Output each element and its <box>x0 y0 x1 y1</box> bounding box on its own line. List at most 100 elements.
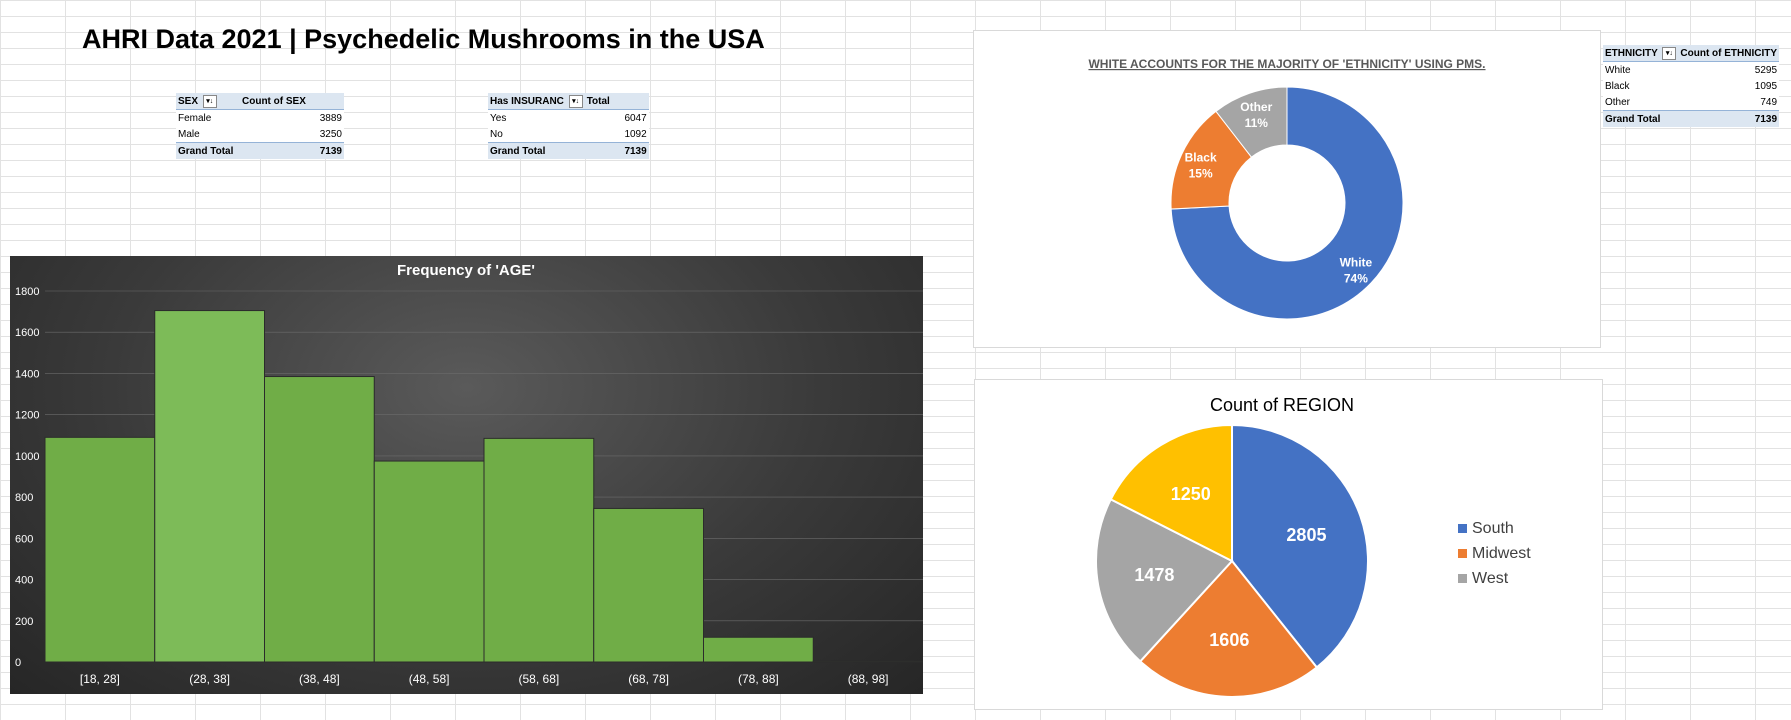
y-tick-label: 200 <box>15 616 33 628</box>
slices <box>1095 423 1369 698</box>
sex-pivot-table[interactable]: SEX ▾↓ Count of SEX Female 3889 Male 325… <box>176 93 344 159</box>
ethnicity-count: 5295 <box>1754 64 1778 76</box>
bar[interactable] <box>812 660 924 663</box>
insurance-pivot-table[interactable]: Has INSURANC ▾↓ Total Yes 6047 No 1092 G… <box>488 93 649 159</box>
insurance-count: 1092 <box>624 128 647 140</box>
legend-label[interactable]: Midwest <box>1472 545 1531 562</box>
slice-percent: 74% <box>1344 271 1368 285</box>
y-tick-label: 1200 <box>15 410 39 422</box>
table-row[interactable]: Male 3250 <box>176 126 344 143</box>
sex-count: 3250 <box>319 128 342 140</box>
slice-percent: 15% <box>1189 166 1213 180</box>
grand-total-row[interactable]: Grand Total 7139 <box>488 142 649 159</box>
y-tick-label: 1600 <box>15 327 39 339</box>
legend[interactable]: South Midwest West <box>1458 520 1531 587</box>
y-axis-ticks: 0 200 400 600 800 1000 1200 1400 1600 1800 <box>15 286 39 669</box>
x-axis-ticks: [18, 28] (28, 38] (38, 48] (48, 58] (58, 68]… <box>80 672 889 686</box>
sex-count-header: Count of SEX <box>240 93 344 110</box>
insurance-header[interactable]: Has INSURANC ▾↓ <box>488 93 585 110</box>
bar[interactable] <box>264 376 375 663</box>
sex-count: 3889 <box>319 112 342 124</box>
slice-percent: 11% <box>1245 116 1269 130</box>
x-tick-label: (88, 98] <box>848 672 889 686</box>
donut-slice[interactable] <box>1170 86 1404 320</box>
data-labels: White 74% Black 15% Other 11% <box>1185 100 1373 285</box>
insurance-label: Yes <box>490 112 507 124</box>
bar[interactable] <box>483 437 595 663</box>
x-tick-label: [18, 28] <box>80 672 120 686</box>
table-row[interactable]: Black 1095 <box>1603 78 1779 94</box>
grand-total-label: Grand Total <box>1603 110 1679 127</box>
chart-title: Frequency of 'AGE' <box>397 262 535 279</box>
x-tick-label: (48, 58] <box>409 672 450 686</box>
grand-total-value: 7139 <box>240 142 344 159</box>
chart-title: Count of REGION <box>1210 395 1354 415</box>
chart-title: WHITE ACCOUNTS FOR THE MAJORITY OF 'ETHN… <box>1088 57 1485 71</box>
legend-label[interactable]: West <box>1472 570 1509 587</box>
x-tick-label: (78, 88] <box>738 672 779 686</box>
ethnicity-count: 1095 <box>1754 80 1778 92</box>
y-tick-label: 1800 <box>15 286 39 298</box>
filter-dropdown-icon[interactable]: ▾↓ <box>202 94 217 108</box>
grand-total-label: Grand Total <box>176 142 240 159</box>
x-tick-label: (38, 48] <box>299 672 340 686</box>
pie-slice[interactable] <box>1109 423 1233 563</box>
slice-label: Black <box>1185 150 1217 164</box>
page-title: AHRI Data 2021 | Psychedelic Mushrooms i… <box>82 24 765 54</box>
legend-swatch <box>1458 574 1467 583</box>
y-tick-label: 800 <box>15 492 33 504</box>
bars <box>44 310 924 663</box>
filter-dropdown-icon[interactable]: ▾↓ <box>1662 46 1677 60</box>
bar[interactable] <box>593 507 704 663</box>
table-row[interactable]: Yes 6047 <box>488 110 649 127</box>
grand-total-label: Grand Total <box>488 142 585 159</box>
grand-total-value: 7139 <box>1678 110 1780 127</box>
region-chart-panel[interactable]: Count of REGION 2805 1606 1478 1250 South Mi… <box>974 379 1603 710</box>
filter-dropdown-icon[interactable]: ▾↓ <box>568 94 583 108</box>
ethnicity-chart-panel[interactable]: WHITE ACCOUNTS FOR THE MAJORITY OF 'ETHN… <box>973 30 1601 348</box>
bar[interactable] <box>44 436 156 663</box>
table-row[interactable]: No 1092 <box>488 126 649 143</box>
table-row[interactable]: Other 749 <box>1603 94 1779 111</box>
table-row[interactable]: Female 3889 <box>176 110 344 127</box>
x-tick-label: (28, 38] <box>189 672 230 686</box>
region-pie-chart[interactable]: Count of REGION 2805 1606 1478 1250 South Mi… <box>975 380 1602 709</box>
pie-slice[interactable] <box>1231 423 1369 669</box>
pie-slice[interactable] <box>1138 559 1319 698</box>
bar[interactable] <box>703 636 814 663</box>
x-tick-label: (58, 68] <box>519 672 560 686</box>
legend-swatch <box>1458 524 1467 533</box>
legend-label[interactable]: South <box>1472 520 1514 537</box>
slice-value-label: 2805 <box>1286 525 1326 545</box>
ethnicity-count: 749 <box>1760 96 1778 108</box>
donut-slice[interactable] <box>1215 86 1288 158</box>
data-labels: 2805 1606 1478 1250 <box>1134 484 1326 650</box>
bar[interactable] <box>373 460 485 663</box>
ethnicity-donut-chart[interactable]: WHITE ACCOUNTS FOR THE MAJORITY OF 'ETHN… <box>974 31 1600 347</box>
ethnicity-count-header: Count of ETHNICITY <box>1678 45 1780 62</box>
ethnicity-label: Black <box>1605 80 1630 92</box>
legend-swatch <box>1458 549 1467 558</box>
insurance-total-header: Total <box>584 93 649 110</box>
age-histogram-chart[interactable]: Frequency of 'AGE' 0 200 400 600 800 1000 1200… <box>10 256 924 694</box>
bar[interactable] <box>154 310 265 663</box>
table-row[interactable]: White 5295 <box>1603 62 1779 79</box>
sex-label: Male <box>178 128 200 140</box>
ethnicity-pivot-table[interactable]: ETHNICITY ▾↓ Count of ETHNICITY White 52… <box>1603 45 1780 127</box>
insurance-label: No <box>490 128 503 140</box>
pie-slice[interactable] <box>1095 497 1234 663</box>
age-chart-panel[interactable]: Frequency of 'AGE' 0 200 400 600 800 1000 1200… <box>10 256 924 694</box>
slice-value-label: 1606 <box>1209 630 1249 650</box>
sex-header[interactable]: SEX ▾↓ <box>176 93 240 110</box>
slices <box>1170 86 1404 320</box>
y-tick-label: 400 <box>15 575 33 587</box>
slice-label: White <box>1340 255 1373 269</box>
sex-label: Female <box>178 112 212 124</box>
grand-total-row[interactable]: Grand Total 7139 <box>1603 110 1780 127</box>
ethnicity-header[interactable]: ETHNICITY ▾↓ <box>1603 45 1679 62</box>
slice-label: Other <box>1240 100 1272 114</box>
y-tick-label: 0 <box>15 657 21 669</box>
slice-value-label: 1478 <box>1134 565 1174 585</box>
x-tick-label: (68, 78] <box>628 672 669 686</box>
grand-total-row[interactable]: Grand Total 7139 <box>176 142 344 159</box>
